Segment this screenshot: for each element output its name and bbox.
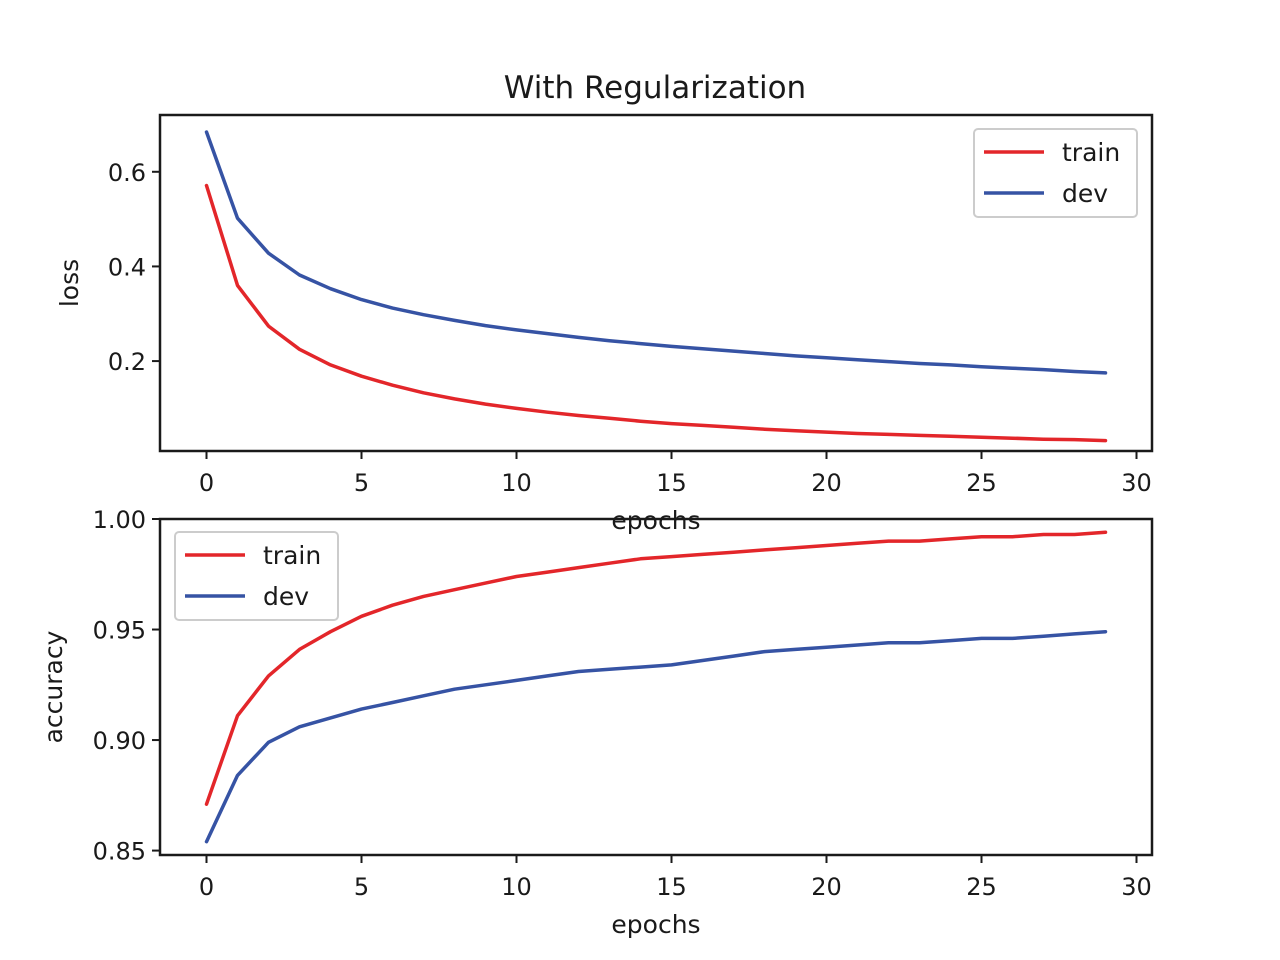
x-tick-label: 30 bbox=[1121, 469, 1152, 497]
x-tick-label: 20 bbox=[811, 469, 842, 497]
y-axis-label: accuracy bbox=[39, 630, 68, 743]
y-tick-label: 0.2 bbox=[108, 348, 146, 376]
plot-frame bbox=[158, 517, 1154, 857]
y-axis-label: loss bbox=[55, 259, 84, 307]
loss-subplot: 0 5 10 15 20 25 30 0.2 0.4 0.6 epochs loss train dev bbox=[55, 113, 1154, 535]
x-tick-label: 0 bbox=[199, 469, 214, 497]
x-tick-label: 5 bbox=[354, 469, 369, 497]
series-line-dev bbox=[204, 629, 1108, 844]
plot-frame bbox=[158, 113, 1154, 453]
y-tick-label: 0.6 bbox=[108, 159, 146, 187]
legend: train dev bbox=[174, 531, 339, 621]
x-axis-label: epochs bbox=[611, 910, 700, 939]
x-tick-label: 10 bbox=[501, 469, 532, 497]
x-axis-label: epochs bbox=[611, 506, 700, 535]
y-tick-label: 0.85 bbox=[93, 838, 146, 866]
legend-label-dev: dev bbox=[263, 582, 309, 611]
legend-label-train: train bbox=[263, 541, 321, 570]
x-tick-label: 15 bbox=[656, 469, 687, 497]
y-tick-label: 1.00 bbox=[93, 506, 146, 534]
accuracy-subplot: 0 5 10 15 20 25 30 0.85 0.90 0.95 1.00 epochs accura… bbox=[39, 506, 1154, 939]
x-tick-label: 15 bbox=[656, 873, 687, 901]
series-line-dev bbox=[204, 130, 1108, 375]
chart-title: With Regularization bbox=[504, 70, 806, 106]
x-tick-label: 0 bbox=[199, 873, 214, 901]
series-line-train bbox=[204, 530, 1108, 806]
series-line-train bbox=[204, 183, 1108, 443]
legend-label-train: train bbox=[1062, 138, 1120, 167]
y-tick-label: 0.95 bbox=[93, 617, 146, 645]
x-tick-label: 25 bbox=[966, 469, 997, 497]
x-tick-label: 25 bbox=[966, 873, 997, 901]
y-tick-label: 0.4 bbox=[108, 253, 146, 281]
x-tick-label: 10 bbox=[501, 873, 532, 901]
y-tick-label: 0.90 bbox=[93, 727, 146, 755]
legend-label-dev: dev bbox=[1062, 179, 1108, 208]
x-tick-label: 20 bbox=[811, 873, 842, 901]
x-tick-label: 30 bbox=[1121, 873, 1152, 901]
legend: train dev bbox=[973, 128, 1138, 218]
x-tick-label: 5 bbox=[354, 873, 369, 901]
